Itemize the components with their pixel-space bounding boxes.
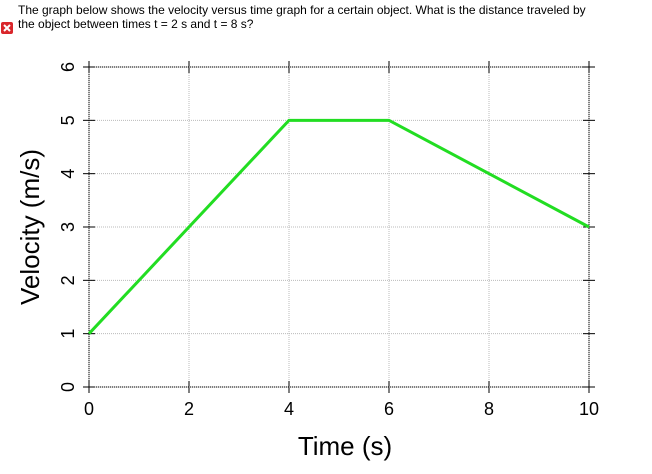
y-tick-label: 3 <box>58 222 78 232</box>
x-tick-label: 8 <box>484 399 494 419</box>
y-tick-label: 0 <box>58 382 78 392</box>
status-icon <box>1 22 13 34</box>
y-tick-label: 5 <box>58 115 78 125</box>
question-line: the object between times t = 2 s and t =… <box>18 17 254 31</box>
y-tick-label: 6 <box>58 62 78 72</box>
x-axis-label: Time (s) <box>298 431 392 461</box>
x-tick-label: 10 <box>579 399 599 419</box>
data-line <box>87 118 590 335</box>
y-tick-label: 1 <box>58 329 78 339</box>
y-axis-label: Velocity (m/s) <box>15 149 45 305</box>
x-tick-label: 0 <box>84 399 94 419</box>
x-tick-label: 6 <box>384 399 394 419</box>
x-tick-label: 4 <box>284 399 294 419</box>
x-tick-label: 2 <box>184 399 194 419</box>
y-tick-label: 2 <box>58 275 78 285</box>
y-tick-label: 4 <box>58 169 78 179</box>
question-line: The graph below shows the velocity versu… <box>18 3 586 17</box>
